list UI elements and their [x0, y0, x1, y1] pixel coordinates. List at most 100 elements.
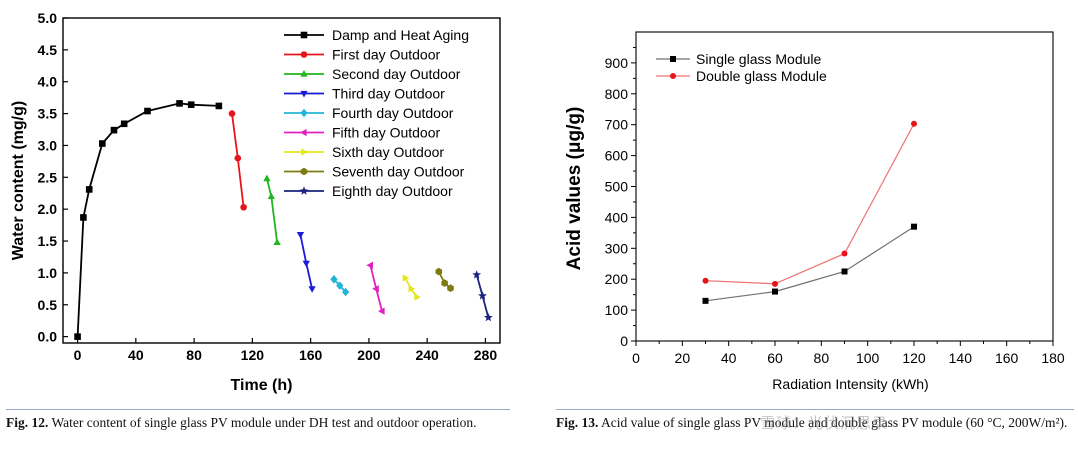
data-point — [330, 275, 338, 284]
x-tick-label: 160 — [299, 347, 323, 363]
y-tick-label: 900 — [605, 55, 629, 71]
x-tick-label: 60 — [767, 350, 783, 366]
legend-marker — [670, 56, 676, 62]
x-tick-label: 80 — [186, 347, 202, 363]
data-point — [85, 186, 93, 193]
x-tick-label: 160 — [995, 350, 1019, 366]
series-third-day-outdoor — [296, 232, 316, 293]
figure-12-text: Water content of single glass PV module … — [51, 415, 477, 430]
legend-marker — [300, 90, 308, 98]
data-point — [74, 333, 81, 340]
data-point — [772, 280, 778, 287]
y-tick-label: 2.5 — [38, 169, 58, 185]
x-tick-label: 100 — [856, 350, 880, 366]
x-tick-label: 80 — [814, 350, 830, 366]
legend-label: Eighth day Outdoor — [332, 183, 453, 199]
caption-rule-right — [556, 409, 1074, 410]
y-tick-label: 0.5 — [38, 297, 58, 313]
legend-marker — [300, 108, 308, 118]
data-point — [702, 297, 709, 304]
y-tick-label: 400 — [605, 209, 629, 225]
data-point — [372, 285, 379, 293]
data-point — [402, 274, 410, 282]
series-line — [705, 123, 915, 285]
data-point — [435, 267, 443, 276]
y-tick-label: 4.5 — [38, 42, 58, 58]
data-point — [911, 120, 917, 127]
legend-label: Single glass Module — [696, 51, 822, 67]
legend-label: Damp and Heat Aging — [332, 27, 469, 43]
series-single-glass-module — [702, 223, 917, 304]
y-tick-label: 1.0 — [38, 265, 58, 281]
legend-label: Fourth day Outdoor — [332, 105, 454, 121]
legend-marker — [301, 148, 308, 156]
data-point — [911, 223, 917, 230]
series-line — [705, 226, 915, 302]
caption-rule-left — [6, 409, 510, 410]
series-sixth-day-outdoor — [402, 274, 421, 301]
legend-label: Second day Outdoor — [332, 66, 461, 82]
data-point — [263, 174, 271, 182]
y-tick-label: 1.5 — [38, 233, 58, 249]
acid-value-chart: 0 100 200 300 400 500 600 700 800 900 0 20 40 60 80 100… — [564, 31, 1065, 392]
figure-13-text: Acid value of single glass PV module and… — [601, 415, 1068, 430]
data-point — [228, 110, 236, 117]
data-point — [120, 120, 128, 128]
y-tick-label: 800 — [605, 86, 629, 102]
y-tick-label: 300 — [605, 240, 629, 256]
y-tick-label: 3.0 — [38, 137, 58, 153]
y-tick-label: 5.0 — [38, 10, 58, 26]
x-tick-label: 0 — [74, 347, 82, 363]
legend-label: Fifth day Outdoor — [332, 125, 441, 141]
legend: Damp and Heat Aging First day Outdoor Seco… — [284, 27, 469, 199]
data-point — [366, 261, 373, 269]
legend-label: Double glass Module — [696, 68, 827, 84]
water-content-chart: 0.0 0.5 1.0 1.5 2.0 2.5 3.0 3.5 4.0 4.5 5.0 0 40 80 12… — [10, 10, 501, 394]
data-point — [234, 154, 242, 162]
x-tick-label: 180 — [1041, 350, 1065, 366]
series-damp-and-heat-aging — [74, 100, 223, 340]
data-point — [772, 288, 778, 295]
x-tick-label: 240 — [415, 347, 439, 363]
data-point — [302, 260, 310, 268]
y-tick-label: 500 — [605, 179, 629, 195]
figure-13-label: Fig. 13. — [556, 415, 599, 430]
data-point — [408, 285, 416, 293]
data-point — [414, 293, 421, 301]
data-point — [80, 214, 87, 221]
data-point — [176, 100, 183, 107]
series-line — [76, 102, 219, 337]
series-double-glass-module — [702, 120, 917, 287]
series-fourth-day-outdoor — [330, 275, 350, 297]
y-axis-title: Acid values (μg/g) — [564, 107, 585, 271]
legend-marker — [300, 31, 308, 39]
x-tick-label: 140 — [949, 350, 973, 366]
data-point — [240, 203, 247, 211]
legend-label: Seventh day Outdoor — [332, 164, 465, 180]
data-point — [273, 238, 281, 245]
legend-label: Sixth day Outdoor — [332, 144, 444, 160]
data-point — [336, 281, 344, 290]
x-tick-label: 280 — [474, 347, 498, 363]
plot-frame — [62, 17, 501, 344]
y-tick-label: 2.0 — [38, 201, 58, 217]
series-seventh-day-outdoor — [435, 267, 454, 292]
legend-marker — [299, 186, 309, 195]
series-fifth-day-outdoor — [366, 261, 385, 315]
y-tick-label: 0.0 — [38, 329, 58, 345]
legend-label: First day Outdoor — [332, 47, 440, 63]
figure-12-label: Fig. 12. — [6, 415, 49, 430]
data-point — [308, 286, 316, 293]
y-tick-label: 700 — [605, 117, 629, 133]
watermark: 雪球：光伏沉思录 — [760, 414, 889, 432]
data-point — [702, 277, 709, 284]
y-tick-label: 100 — [605, 302, 629, 318]
y-tick-label: 0 — [620, 333, 628, 349]
data-point — [99, 140, 106, 147]
data-point — [378, 307, 385, 315]
data-point — [447, 284, 454, 292]
data-point — [296, 232, 305, 239]
data-point — [215, 102, 223, 110]
